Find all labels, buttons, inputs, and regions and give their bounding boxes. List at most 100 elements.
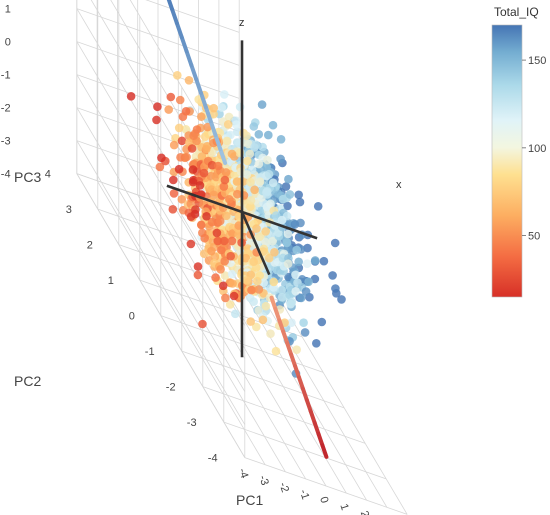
scatter-point [261,301,271,311]
scatter-point [209,109,218,119]
colorbar-tick-label: 50 [528,231,540,243]
scatter-point [303,243,312,253]
y-tick-label: 0 [129,311,135,323]
loading-vector-segment [312,420,321,437]
scatter-point [186,212,196,221]
scatter-point [202,144,211,154]
scatter-point [168,205,178,214]
loading-vector-segment [300,386,309,403]
scatter-point [207,217,217,227]
scatter-point [264,130,273,140]
y-axis-line [240,211,271,276]
scatter-point [299,318,308,328]
y-tick-label: 2 [87,240,93,252]
scatter-point [268,236,277,246]
scatter-point [189,131,198,140]
scatter-point [182,152,191,162]
scatter-point [219,182,229,191]
scatter-point [186,239,196,249]
scatter-point [227,269,237,279]
scatter-point [268,120,278,130]
scatter-point [200,233,209,243]
scatter-point [225,300,235,309]
z-tick-label: -1 [1,70,11,82]
scatter-point [169,189,179,198]
scatter-point [211,273,220,282]
scatter-point [195,181,205,190]
scatter-point [218,281,228,291]
scatter-point [254,285,264,294]
scatter-point [310,256,320,265]
y-tick-label: 3 [66,204,72,216]
scatter-point [176,153,185,162]
scatter-point [250,185,259,195]
scatter-point [269,277,279,287]
scatter-point [302,259,312,269]
loading-vector-segment [304,398,313,414]
scatter-point [284,174,293,184]
scatter-point [285,190,295,199]
scatter-point [221,168,231,177]
loading-vector-segment [170,7,179,26]
scatter-point [287,297,297,307]
y-tick-label: 4 [45,169,51,181]
scatter-point [188,177,198,187]
scatter-point [263,155,272,165]
scatter-point [243,156,252,166]
scatter-point [220,175,230,185]
scatter-point [155,162,165,172]
colorbar-tick-label: 150 [528,55,546,67]
scatter-point [281,182,291,191]
loading-vector-segment [285,341,294,357]
scatter-point [246,177,255,187]
scatter-point [277,285,287,295]
scatter-point [215,216,225,226]
x-tick-label: -2 [277,481,291,494]
scatter-point [261,227,271,236]
scatter-point [174,123,184,133]
scatter-point [249,297,258,307]
scatter-point [223,120,233,129]
scatter-point [283,259,293,269]
scatter-point [255,177,265,186]
scatter-point [301,287,311,296]
scatter-point [241,253,251,263]
scatter-point [226,251,235,261]
loading-vector-segment [289,352,298,368]
scatter-point [177,136,187,146]
scatter-point [224,112,234,122]
x-axis-letter: x [396,179,402,191]
scatter-point [283,201,292,211]
scatter-point [178,112,188,121]
z-tick-label: 1 [5,4,11,16]
scatter-point [249,257,258,267]
loading-vector-segment [198,91,208,110]
x-tick-label: -4 [236,467,250,480]
x-tick-label: -3 [256,474,270,487]
scatter-point [217,245,226,255]
scatter-point [252,276,262,286]
scatter-point [291,270,300,280]
scatter-points [126,71,346,378]
loading-vector-segment [213,133,223,152]
scatter-point [193,270,203,280]
loading-vector-segment [308,409,317,425]
scatter-point [292,245,302,255]
scatter-point [251,140,261,149]
scatter-point [294,257,304,267]
loading-vector-segment [296,375,305,391]
scatter-point [219,236,229,246]
loading-vector-segment [316,432,325,448]
scatter-point [295,197,305,207]
scatter-point [217,103,227,112]
scatter-point [229,291,239,301]
scatter-point [197,152,207,161]
scatter-point [231,309,240,319]
y-tick-label: -4 [208,453,218,465]
scatter-point [294,190,304,200]
scatter-point [313,202,323,211]
x-tick-label: 2 [358,509,371,515]
scatter-point [296,218,305,228]
loading-vector-segment [194,77,203,96]
